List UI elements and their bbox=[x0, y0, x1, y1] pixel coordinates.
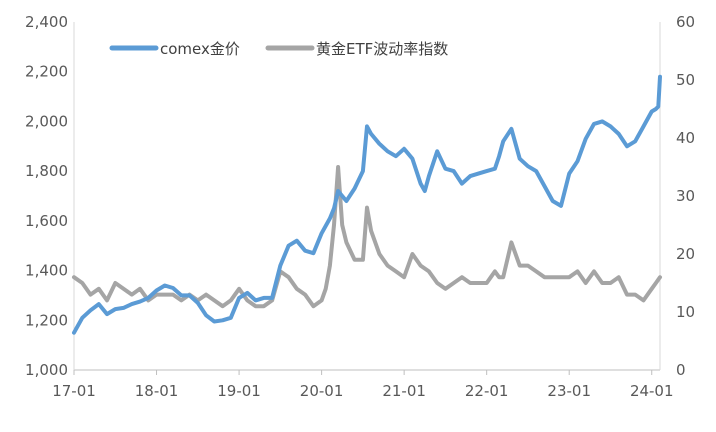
left-tick-label: 1,400 bbox=[25, 262, 68, 280]
right-tick-label: 40 bbox=[676, 129, 695, 147]
left-tick-label: 1,600 bbox=[25, 212, 68, 230]
left-tick-label: 2,200 bbox=[25, 63, 68, 81]
left-tick-label: 2,400 bbox=[25, 13, 68, 31]
series-line-0 bbox=[72, 74, 662, 335]
left-tick-label: 1,200 bbox=[25, 311, 68, 329]
legend-label-0: comex金价 bbox=[160, 40, 240, 58]
right-tick-label: 50 bbox=[676, 71, 695, 89]
x-axis: 17-01 18-01 19-01 20-01 21-01 22-01 23-01 24-01 bbox=[52, 370, 674, 400]
plot-frame bbox=[73, 22, 661, 371]
right-y-axis: 0 10 20 30 40 50 60 bbox=[676, 13, 695, 379]
right-tick-label: 10 bbox=[676, 303, 695, 321]
left-tick-label: 2,000 bbox=[25, 112, 68, 130]
legend-label-1: 黄金ETF波动率指数 bbox=[316, 40, 448, 58]
x-tick-label: 21-01 bbox=[382, 382, 426, 400]
legend: comex金价 黄金ETF波动率指数 bbox=[109, 40, 448, 58]
x-tick-label: 24-01 bbox=[630, 382, 674, 400]
left-tick-label: 1,000 bbox=[25, 361, 68, 379]
x-tick-label: 19-01 bbox=[217, 382, 261, 400]
x-tick-label: 18-01 bbox=[135, 382, 179, 400]
right-tick-label: 30 bbox=[676, 187, 695, 205]
x-tick-label: 20-01 bbox=[300, 382, 344, 400]
series-layer bbox=[72, 74, 662, 335]
left-y-axis: 1,000 1,200 1,400 1,600 1,800 2,000 2,200 2,400 bbox=[25, 13, 68, 379]
series-line-1 bbox=[72, 165, 662, 309]
right-tick-label: 60 bbox=[676, 13, 695, 31]
x-tick-label: 22-01 bbox=[465, 382, 509, 400]
left-tick-label: 1,800 bbox=[25, 162, 68, 180]
x-tick-label: 23-01 bbox=[547, 382, 591, 400]
x-tick-label: 17-01 bbox=[52, 382, 96, 400]
right-tick-label: 20 bbox=[676, 245, 695, 263]
right-tick-label: 0 bbox=[676, 361, 686, 379]
